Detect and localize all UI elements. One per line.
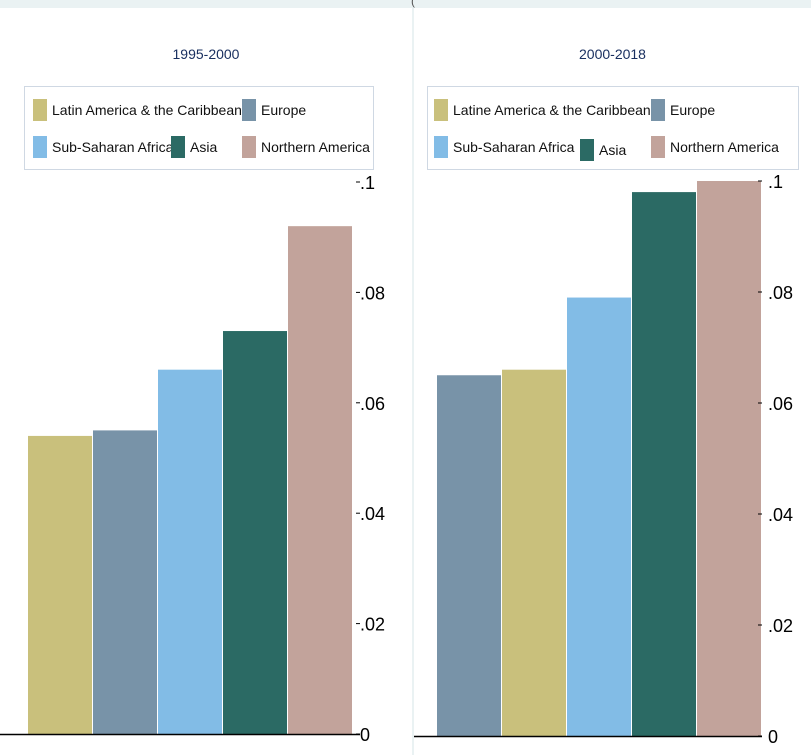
legend-swatch bbox=[651, 136, 665, 158]
legend-swatch bbox=[242, 136, 256, 158]
bar-latin-america-and-the-caribbean bbox=[28, 435, 92, 734]
y-tick-label: .02 bbox=[360, 615, 385, 635]
y-tick-label: .06 bbox=[360, 394, 385, 414]
legend-item-europe: Europe bbox=[242, 99, 306, 121]
y-tick-label: .1 bbox=[768, 172, 783, 192]
legend-swatch bbox=[33, 136, 47, 158]
chart-panel-1995-2000: 1995-2000 Latin America & the Caribbean E… bbox=[0, 8, 412, 755]
legend-swatch bbox=[171, 136, 185, 158]
y-tick-label: .04 bbox=[768, 505, 793, 525]
chart-panel-2000-2018: 2000-2018 Latine America & the Caribbean… bbox=[414, 8, 811, 755]
legend-label: Latine America & the Caribbean bbox=[453, 102, 651, 118]
legend-swatch bbox=[434, 99, 448, 121]
bar-asia bbox=[223, 331, 287, 734]
bar-latin-america-and-the-caribbean bbox=[502, 369, 566, 736]
legend-item-northern-america: Northern America bbox=[651, 136, 779, 158]
y-tick-label: .08 bbox=[768, 283, 793, 303]
bar-chart-svg: 0 .02 .04 .06 .08 .1 bbox=[0, 173, 385, 745]
bar-europe bbox=[437, 375, 501, 736]
legend-item-europe: Europe bbox=[651, 99, 715, 121]
chart-legend: Latin America & the Caribbean Europe Sub-S… bbox=[24, 86, 374, 170]
legend-swatch bbox=[242, 99, 256, 121]
legend-item-latine-america-and-the-caribbean: Latine America & the Caribbean bbox=[434, 99, 651, 121]
legend-item-asia: Asia bbox=[580, 139, 626, 161]
chart-title: 2000-2018 bbox=[579, 46, 646, 62]
bar-chart-svg: 0 .02 .04 .06 .08 .1 bbox=[414, 172, 793, 747]
legend-label: Asia bbox=[599, 142, 627, 158]
legend-swatch bbox=[651, 99, 665, 121]
bar-sub-saharan-africa bbox=[567, 297, 631, 736]
legend-item-northern-america: Northern America bbox=[242, 136, 370, 158]
legend-item-latin-america-and-the-caribbean: Latin America & the Caribbean bbox=[33, 99, 242, 121]
legend-item-asia: Asia bbox=[171, 136, 217, 158]
page-header-fragment: ( bbox=[411, 0, 415, 8]
legend-item-sub-saharan-africa: Sub-Saharan Africa bbox=[434, 136, 574, 158]
y-tick-label: .1 bbox=[360, 173, 375, 193]
legend-label: Asia bbox=[190, 139, 218, 155]
bar-asia bbox=[632, 192, 696, 737]
y-tick-label: 0 bbox=[768, 727, 778, 747]
legend-label: Europe bbox=[670, 102, 716, 118]
bar-sub-saharan-africa bbox=[158, 369, 222, 734]
y-tick-label: 0 bbox=[360, 725, 370, 745]
y-tick-label: .04 bbox=[360, 504, 385, 524]
legend-label: Sub-Saharan Africa bbox=[453, 139, 575, 155]
y-tick-label: .08 bbox=[360, 283, 385, 303]
legend-label: Sub-Saharan Africa bbox=[52, 139, 174, 155]
bar-northern-america bbox=[288, 226, 352, 734]
legend-swatch bbox=[434, 136, 448, 158]
chart-title: 1995-2000 bbox=[172, 46, 240, 62]
legend-swatch bbox=[580, 139, 594, 161]
legend-label: Latin America & the Caribbean bbox=[52, 102, 242, 118]
chart-legend: Latine America & the Caribbean Europe Sub-… bbox=[427, 86, 799, 170]
bar-europe bbox=[93, 430, 157, 734]
legend-swatch bbox=[33, 99, 47, 121]
legend-label: Northern America bbox=[261, 139, 370, 155]
legend-label: Europe bbox=[261, 102, 307, 118]
legend-item-sub-saharan-africa: Sub-Saharan Africa bbox=[33, 136, 173, 158]
bar-northern-america bbox=[697, 181, 761, 736]
legend-label: Northern America bbox=[670, 139, 779, 155]
y-tick-label: .06 bbox=[768, 394, 793, 414]
y-tick-label: .02 bbox=[768, 616, 793, 636]
